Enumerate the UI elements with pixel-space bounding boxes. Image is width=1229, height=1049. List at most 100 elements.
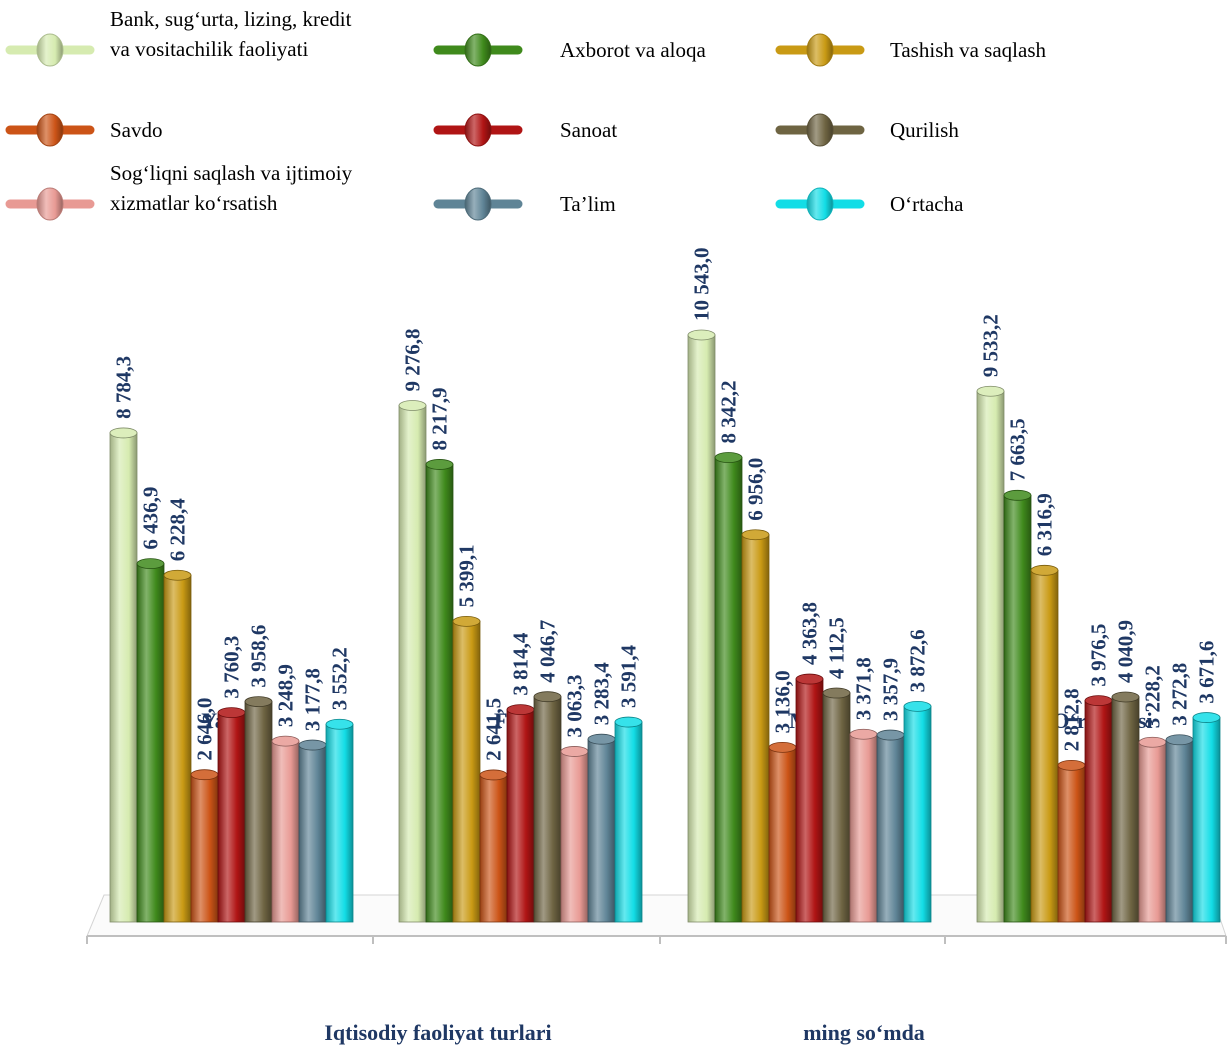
legend-label: Bank, sug‘urta, lizing, kredit <box>110 7 352 31</box>
data-label: 3 760,3 <box>220 636 244 699</box>
bar-cap <box>1138 736 1167 748</box>
bar <box>876 729 905 923</box>
bar-body <box>560 751 589 923</box>
data-label: 3 357,9 <box>879 658 903 721</box>
bar-cap <box>1084 695 1113 707</box>
data-label: 3 272,8 <box>1168 663 1192 726</box>
bar-cap <box>795 673 824 685</box>
legend-swatch-marker <box>36 33 64 67</box>
legend-label: xizmatlar ko‘rsatish <box>110 191 278 215</box>
legend-label: Ta’lim <box>560 192 616 216</box>
bar <box>244 696 273 923</box>
legend-label: Sog‘liqni saqlash va ijtimoiy <box>110 161 353 185</box>
legend-swatch-marker <box>36 113 64 147</box>
data-label: 3 671,6 <box>1195 641 1219 704</box>
bar-body <box>217 712 246 923</box>
bar-body <box>244 701 273 923</box>
data-label: 2 812,8 <box>1060 688 1084 751</box>
bar <box>190 769 219 923</box>
bar <box>1003 489 1032 923</box>
legend-label: Tashish va saqlash <box>890 38 1047 62</box>
data-label: 3 371,8 <box>852 657 876 720</box>
bar <box>614 716 643 923</box>
legend-label: va vositachilik faoliyati <box>110 37 308 61</box>
bars <box>109 329 1221 923</box>
data-label: 6 436,9 <box>139 487 163 550</box>
bar <box>687 329 716 923</box>
data-label: 3 958,6 <box>247 625 271 688</box>
legend-item: Sanoat <box>433 113 617 147</box>
bar-cap <box>976 385 1005 397</box>
bar-cap <box>109 427 138 439</box>
bar <box>1138 736 1167 923</box>
data-label: 4 046,7 <box>536 620 560 683</box>
bar-body <box>479 774 508 923</box>
bar-cap <box>768 741 797 753</box>
bar-cap <box>614 716 643 728</box>
bar <box>560 746 589 923</box>
bar-body <box>795 678 824 923</box>
bar-body <box>687 334 716 923</box>
bar <box>976 385 1005 923</box>
legend-label: Qurilish <box>890 118 959 142</box>
bar <box>822 687 851 923</box>
data-label: 3 814,4 <box>509 632 533 696</box>
legend-label: Savdo <box>110 118 163 142</box>
bar-body <box>1057 764 1086 923</box>
bar-cap <box>1111 691 1140 703</box>
bar <box>1057 759 1086 923</box>
bar <box>1084 695 1113 923</box>
bar-body <box>271 740 300 923</box>
bar-body <box>398 405 427 923</box>
bar-body <box>1030 569 1059 923</box>
bar <box>768 741 797 923</box>
legend-swatch-marker <box>806 113 834 147</box>
bar-cap <box>741 529 770 541</box>
bar <box>163 569 192 923</box>
bar-cap <box>217 707 246 719</box>
bar <box>795 673 824 923</box>
bar-body <box>614 721 643 923</box>
data-label: 3 177,8 <box>301 668 325 731</box>
bar <box>903 700 932 923</box>
bar <box>741 529 770 923</box>
legend-swatch-marker <box>806 33 834 67</box>
bar <box>1030 564 1059 923</box>
data-labels: 8 784,3 6 436,9 6 228,4 2 646,03 760,3 3 958… <box>112 248 1219 761</box>
legend-item: Qurilish <box>775 113 959 147</box>
bar-body <box>136 563 165 923</box>
bar-cap <box>533 691 562 703</box>
data-label: 3 552,2 <box>328 647 352 710</box>
data-label: 2 646,0 <box>193 698 217 761</box>
bar-cap <box>190 769 219 781</box>
bar <box>398 400 427 923</box>
data-label: 4 040,9 <box>1114 620 1138 683</box>
legend-label: O‘rtacha <box>890 192 964 216</box>
data-label: 5 399,1 <box>455 544 479 607</box>
bar-body <box>1192 717 1221 923</box>
bar-body <box>1084 700 1113 923</box>
data-label: 3 136,0 <box>771 670 795 733</box>
bar-cap <box>876 729 905 741</box>
bar-cap <box>425 459 454 470</box>
legend-swatch-marker <box>806 187 834 221</box>
bar-cap <box>822 687 851 699</box>
bar-body <box>163 574 192 923</box>
bar <box>1111 691 1140 923</box>
legend-swatch-marker <box>464 33 492 67</box>
bar-cap <box>903 700 932 712</box>
bar <box>425 459 454 923</box>
bar <box>1165 734 1194 923</box>
bar-cap <box>271 735 300 747</box>
bar-cap <box>587 733 616 745</box>
bar-cap <box>506 704 535 716</box>
bar-body <box>425 464 454 923</box>
legend-item: Tashish va saqlash <box>775 33 1047 67</box>
bar-body <box>976 390 1005 923</box>
bar <box>217 707 246 923</box>
bar-cap <box>849 728 878 740</box>
bar-body <box>109 432 138 923</box>
bar <box>271 735 300 923</box>
